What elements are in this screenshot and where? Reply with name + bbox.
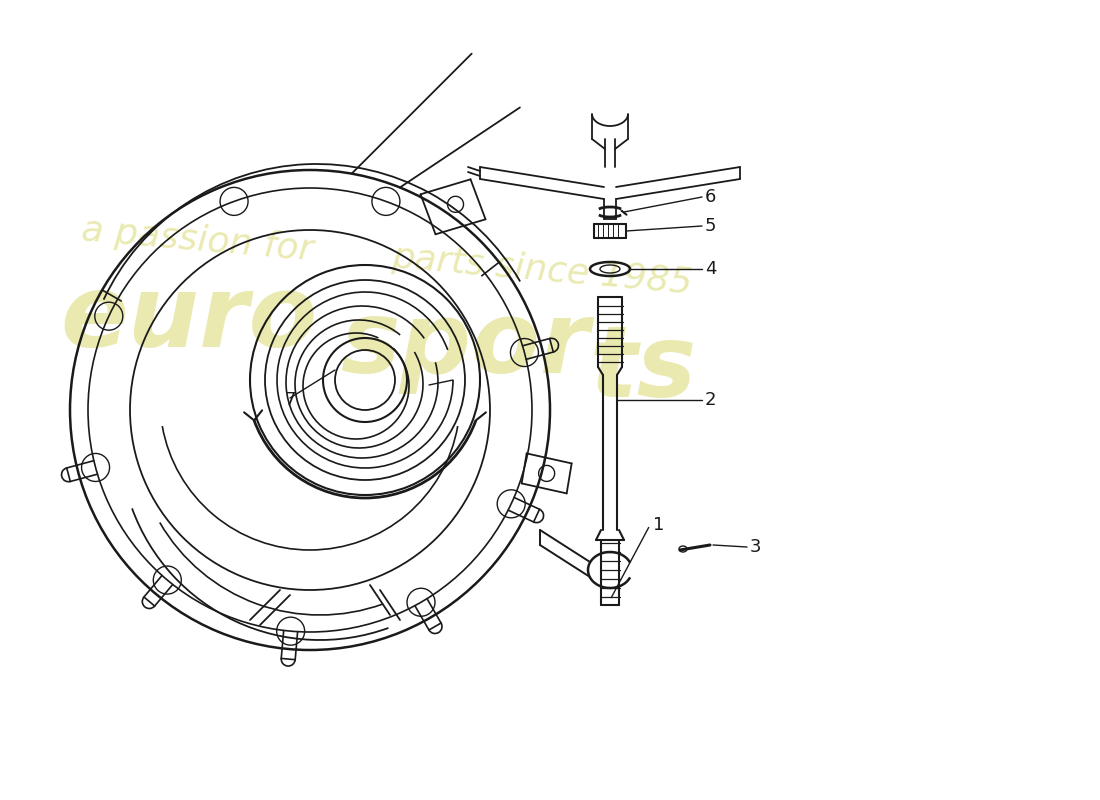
- Text: 1: 1: [653, 516, 664, 534]
- Text: 6: 6: [705, 188, 716, 206]
- Text: 5: 5: [705, 217, 716, 235]
- Text: 4: 4: [705, 260, 716, 278]
- Text: a passion for: a passion for: [80, 213, 315, 267]
- Text: spor: spor: [340, 297, 590, 394]
- Text: 2: 2: [705, 391, 716, 409]
- Text: euro: euro: [60, 271, 317, 369]
- Text: 3: 3: [750, 538, 761, 556]
- Text: 7: 7: [285, 391, 297, 409]
- Text: parts since 1985: parts since 1985: [390, 240, 694, 300]
- Text: ts: ts: [590, 322, 697, 418]
